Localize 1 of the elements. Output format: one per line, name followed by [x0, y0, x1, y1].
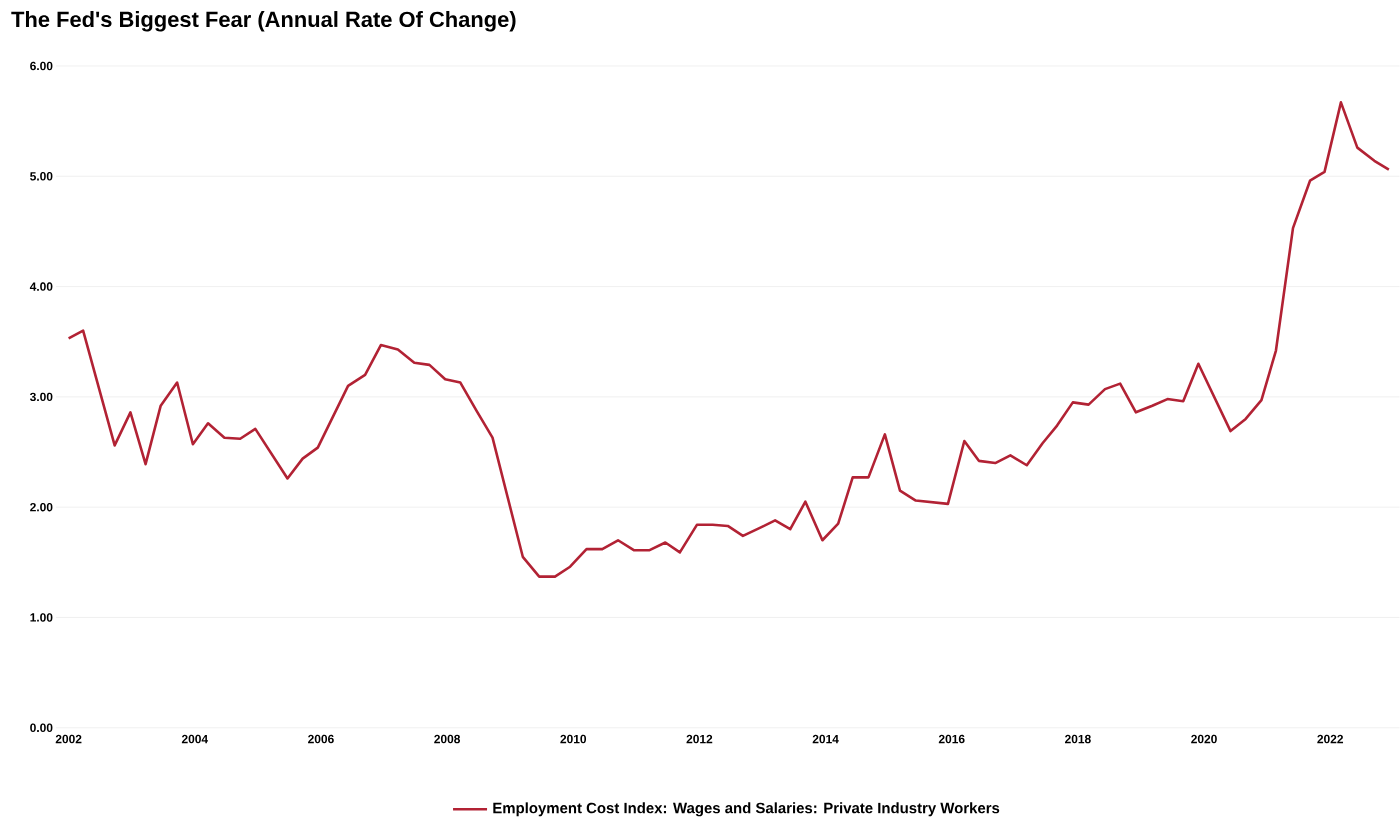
chart-title: The Fed's Biggest Fear (Annual Rate Of Change): [11, 11, 516, 32]
